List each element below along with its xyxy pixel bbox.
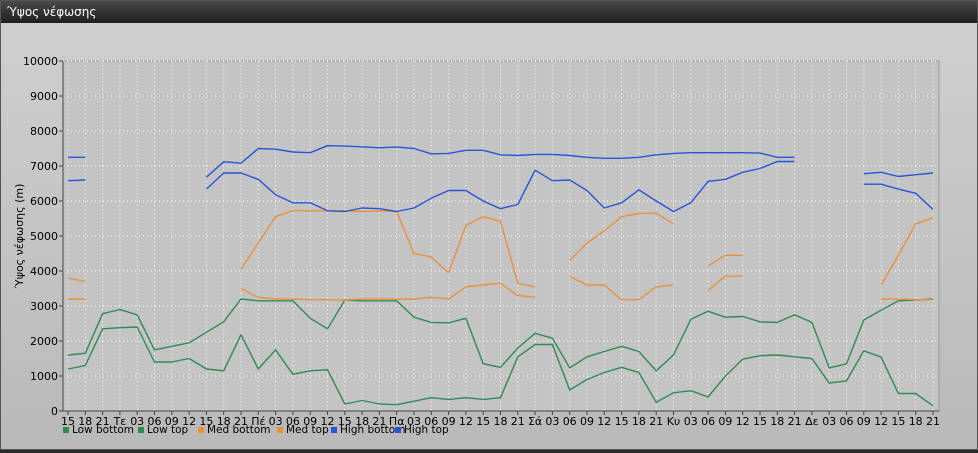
series-line-med-top (67, 209, 934, 288)
x-tick-label: 12 (459, 415, 473, 428)
cloud-height-chart: 0 1000 2000 3000 4000 5000 6000 7000 8000 9000 100… (13, 55, 940, 436)
x-tick-label: 18 (217, 415, 231, 428)
x-tick-label: 09 (303, 415, 317, 428)
x-axis: 15 18 21 Τε 03 06 09 12 15 18 21 Πέ 03 06 09 12 15 18 21 Πα… (61, 410, 940, 428)
series-line-high-top (68, 145, 934, 178)
x-tick-label: 03 (130, 415, 144, 428)
y-axis: 0 1000 2000 3000 4000 5000 6000 7000 8000 9000 100… (23, 55, 64, 418)
y-tick-label: 2000 (30, 335, 58, 348)
x-tick-label: 03 (269, 415, 283, 428)
x-tick-label: 21 (511, 415, 525, 428)
x-tick-label: 06 (563, 415, 577, 428)
x-tick-label: 06 (286, 415, 300, 428)
x-tick-label: 06 (148, 415, 162, 428)
y-tick-label: 10000 (23, 55, 58, 68)
chart-area: 0 1000 2000 3000 4000 5000 6000 7000 8000 9000 100… (1, 23, 977, 449)
x-tick-label: 18 (78, 415, 92, 428)
x-tick-label: Κυ (667, 415, 681, 428)
y-tick-label: 3000 (30, 300, 58, 313)
x-tick-label: Δε (805, 415, 819, 428)
x-tick-label: 21 (788, 415, 802, 428)
y-tick-label: 5000 (30, 230, 58, 243)
x-tick-label: 21 (372, 415, 386, 428)
x-tick-label: 15 (476, 415, 490, 428)
legend-label: High top (404, 424, 449, 436)
legend-label: Low bottom (72, 424, 134, 436)
x-tick-label: 15 (338, 415, 352, 428)
x-tick-label: 09 (165, 415, 179, 428)
legend-label: Med top (286, 424, 329, 436)
x-tick-label: 03 (545, 415, 559, 428)
x-tick-label: 09 (580, 415, 594, 428)
legend-swatch (63, 427, 69, 433)
legend: Low bottom Low top Med bottom Med top High b… (63, 424, 449, 436)
x-tick-label: Πέ (251, 415, 265, 428)
series-line-high-bottom (67, 160, 934, 213)
x-tick-label: 18 (494, 415, 508, 428)
legend-label: High bottom (340, 424, 405, 436)
x-tick-label: 06 (840, 415, 854, 428)
legend-label: Low top (147, 424, 189, 436)
x-tick-label: Τε (113, 415, 127, 428)
y-tick-label: 1000 (30, 370, 58, 383)
x-tick-label: 06 (701, 415, 715, 428)
legend-swatch (277, 427, 283, 433)
x-tick-label: 15 (891, 415, 905, 428)
x-tick-label: Πα (389, 415, 405, 428)
x-tick-label: 21 (234, 415, 248, 428)
x-tick-label: 09 (442, 415, 456, 428)
x-tick-label: 15 (61, 415, 75, 428)
x-tick-label: 21 (926, 415, 940, 428)
x-tick-label: 21 (96, 415, 110, 428)
x-tick-label: 03 (407, 415, 421, 428)
x-tick-label: 09 (718, 415, 732, 428)
x-tick-label: 12 (874, 415, 888, 428)
y-tick-label: 0 (51, 405, 58, 418)
x-tick-label: 12 (736, 415, 750, 428)
window-title: Ύψος νέφωσης (1, 1, 977, 23)
x-tick-label: 12 (182, 415, 196, 428)
x-tick-label: 18 (355, 415, 369, 428)
y-axis-label: Ύψος νέφωσης (m) (13, 184, 26, 290)
y-tick-label: 6000 (30, 195, 58, 208)
series-lines (67, 145, 934, 407)
x-tick-label: 03 (822, 415, 836, 428)
legend-label: Med bottom (207, 424, 271, 436)
series-line-med-bottom (68, 275, 933, 301)
x-tick-label: 18 (632, 415, 646, 428)
x-tick-label: 06 (424, 415, 438, 428)
x-tick-label: Σά (528, 415, 542, 428)
plot-background (62, 60, 940, 412)
legend-swatch (395, 427, 401, 433)
y-tick-label: 4000 (30, 265, 58, 278)
x-tick-label: 18 (909, 415, 923, 428)
x-tick-label: 12 (321, 415, 335, 428)
x-tick-label: 15 (615, 415, 629, 428)
x-tick-label: 21 (649, 415, 663, 428)
legend-swatch (138, 427, 144, 433)
legend-swatch (198, 427, 204, 433)
series-line-low-top (67, 298, 934, 372)
x-tick-label: 12 (597, 415, 611, 428)
y-tick-label: 7000 (30, 160, 58, 173)
x-tick-label: 09 (857, 415, 871, 428)
series-line-low-bottom (67, 326, 934, 407)
x-tick-label: 15 (753, 415, 767, 428)
y-tick-label: 8000 (30, 125, 58, 138)
legend-swatch (331, 427, 337, 433)
x-tick-label: 18 (770, 415, 784, 428)
x-tick-label: 15 (199, 415, 213, 428)
x-tick-label: 03 (684, 415, 698, 428)
y-tick-label: 9000 (30, 90, 58, 103)
